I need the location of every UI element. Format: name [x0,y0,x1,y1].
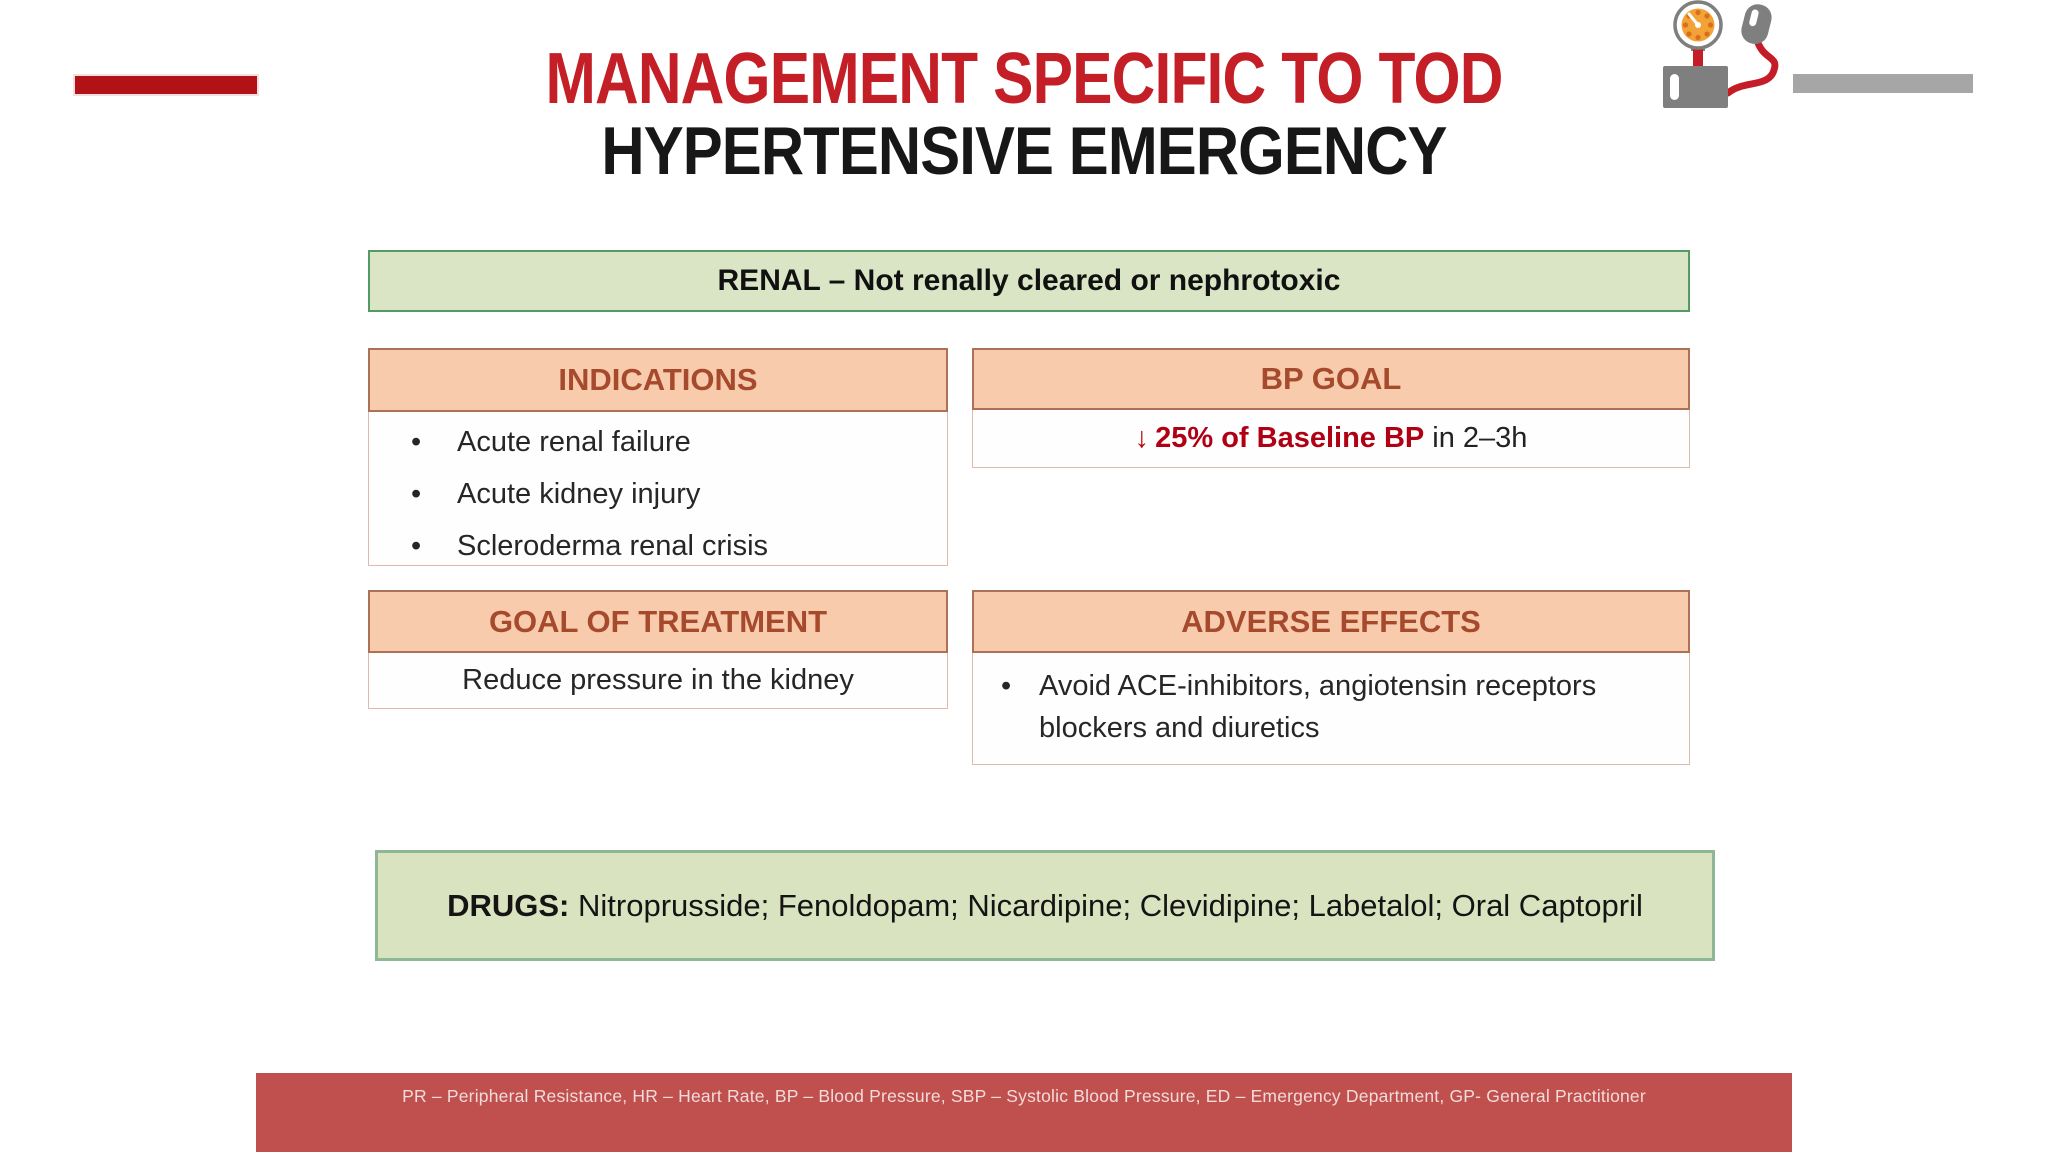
list-item: Acute renal failure [369,424,947,461]
adverse-effects-box: ADVERSE EFFECTS Avoid ACE-inhibitors, an… [972,590,1690,765]
footer-abbreviations-bar: PR – Peripheral Resistance, HR – Heart R… [256,1073,1792,1152]
drugs-text-wrap: DRUGS: Nitroprusside; Fenoldopam; Nicard… [447,883,1643,929]
indications-body: Acute renal failure Acute kidney injury … [368,412,948,566]
adverse-effects-body: Avoid ACE-inhibitors, angiotensin recept… [972,653,1690,765]
bp-goal-timeframe: in 2–3h [1432,422,1528,454]
adverse-effects-header: ADVERSE EFFECTS [972,590,1690,653]
indications-list: Acute renal failure Acute kidney injury … [369,424,947,565]
accent-bar [73,74,259,96]
list-item: Acute kidney injury [369,476,947,513]
drugs-label: DRUGS: [447,887,570,923]
page-subtitle: HYPERTENSIVE EMERGENCY [601,113,1447,189]
drugs-list-text: Nitroprusside; Fenoldopam; Nicardipine; … [569,887,1643,923]
title-block: MANAGEMENT SPECIFIC TO TOD HYPERTENSIVE … [0,0,2048,186]
adverse-effects-list: Avoid ACE-inhibitors, angiotensin recept… [973,665,1689,749]
bp-goal-header: BP GOAL [972,348,1690,410]
goal-of-treatment-text: Reduce pressure in the kidney [462,664,854,696]
goal-of-treatment-box: GOAL OF TREATMENT Reduce pressure in the… [368,590,948,709]
goal-of-treatment-header: GOAL OF TREATMENT [368,590,948,653]
bp-goal-box: BP GOAL ↓ 25% of Baseline BP in 2–3h [972,348,1690,468]
bp-goal-body: ↓ 25% of Baseline BP in 2–3h [972,410,1690,468]
list-item: Scleroderma renal crisis [369,528,947,565]
gray-divider-bar [1793,74,1973,93]
bp-goal-value: 25% of Baseline BP [1155,422,1425,454]
indications-box: INDICATIONS Acute renal failure Acute ki… [368,348,948,566]
page-title: MANAGEMENT SPECIFIC TO TOD [545,39,1503,119]
goal-of-treatment-body: Reduce pressure in the kidney [368,653,948,709]
footer-text: PR – Peripheral Resistance, HR – Heart R… [402,1086,1646,1106]
drugs-box: DRUGS: Nitroprusside; Fenoldopam; Nicard… [375,850,1715,961]
renal-banner: RENAL – Not renally cleared or nephrotox… [368,250,1690,312]
down-arrow-icon: ↓ [1134,422,1150,454]
indications-header: INDICATIONS [368,348,948,412]
renal-banner-text: RENAL – Not renally cleared or nephrotox… [717,264,1341,297]
blood-pressure-monitor-icon [1663,0,1973,108]
list-item: Avoid ACE-inhibitors, angiotensin recept… [973,665,1689,749]
